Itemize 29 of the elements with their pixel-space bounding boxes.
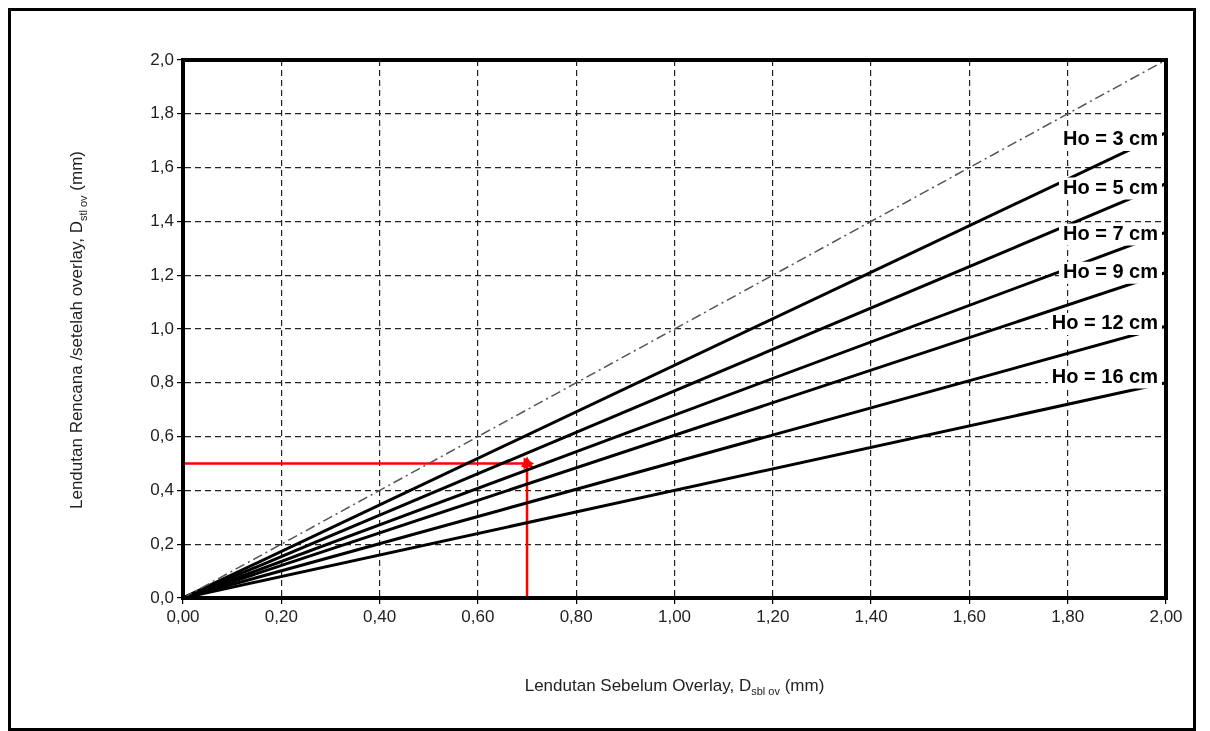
series-label: Ho = 16 cm bbox=[1051, 365, 1158, 388]
series-label: Ho = 12 cm bbox=[1051, 311, 1158, 334]
x-tick-label: 0,80 bbox=[559, 606, 593, 626]
x-tick-label: 1,60 bbox=[952, 606, 986, 626]
x-axis-title: Lendutan Sebelum Overlay, D$_{sbl ov}$ (mm) bbox=[523, 676, 826, 698]
y-tick-label: 1,8 bbox=[150, 103, 174, 123]
series-label: Ho = 7 cm bbox=[1062, 221, 1158, 244]
y-tick-label: 0,2 bbox=[150, 533, 174, 553]
y-tick-label: 1,2 bbox=[150, 264, 174, 284]
series-label: Ho = 3 cm bbox=[1062, 127, 1158, 150]
y-tick-label: 0,6 bbox=[150, 426, 174, 446]
x-tick-label: 0,40 bbox=[363, 606, 397, 626]
y-tick-label: 0,0 bbox=[150, 587, 174, 607]
x-tick-label: 0,20 bbox=[264, 606, 298, 626]
series-label: Ho = 9 cm bbox=[1062, 260, 1158, 283]
x-tick-label: 1,80 bbox=[1051, 606, 1085, 626]
x-tick-label: 2,00 bbox=[1149, 606, 1183, 626]
y-tick-label: 0,8 bbox=[150, 372, 174, 392]
y-tick-label: 2,0 bbox=[150, 49, 174, 69]
x-tick-label: 0,00 bbox=[166, 606, 200, 626]
x-tick-label: 1,40 bbox=[854, 606, 888, 626]
y-tick-label: 1,6 bbox=[150, 157, 174, 177]
x-tick-label: 1,00 bbox=[657, 606, 692, 626]
x-tick-label: 0,60 bbox=[461, 606, 495, 626]
y-tick-label: 0,4 bbox=[150, 480, 174, 500]
y-tick-label: 1,0 bbox=[150, 318, 174, 338]
x-tick-label: 1,20 bbox=[756, 606, 790, 626]
series-label: Ho = 5 cm bbox=[1062, 175, 1158, 198]
y-tick-label: 1,4 bbox=[150, 211, 174, 231]
